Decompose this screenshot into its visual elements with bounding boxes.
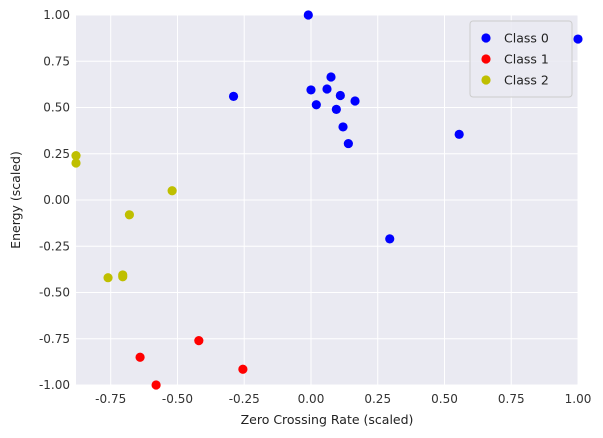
data-point-class-0 xyxy=(454,129,464,139)
legend-label: Class 0 xyxy=(504,31,549,46)
data-point-class-2 xyxy=(103,273,113,283)
legend-marker xyxy=(481,33,491,43)
x-tick-label: -0.75 xyxy=(95,392,126,406)
legend: Class 0 Class 1 Class 2 xyxy=(469,20,573,98)
data-point-class-0 xyxy=(322,84,332,94)
data-point-class-2 xyxy=(71,151,81,161)
x-tick-label: 1.00 xyxy=(565,392,592,406)
x-tick-label: 0.50 xyxy=(431,392,458,406)
data-point-class-0 xyxy=(306,85,316,95)
data-point-class-2 xyxy=(167,186,177,196)
data-point-class-2 xyxy=(124,210,135,220)
data-point-class-0 xyxy=(573,34,583,44)
y-tick-label: 1.00 xyxy=(43,8,70,22)
data-point-class-0 xyxy=(350,96,360,106)
x-tick-label: 0.25 xyxy=(364,392,391,406)
x-axis-label: Zero Crossing Rate (scaled) xyxy=(241,412,414,427)
data-point-class-0 xyxy=(331,104,341,114)
y-tick-label: 0.75 xyxy=(43,54,70,68)
x-tick-label: -0.25 xyxy=(229,392,260,406)
data-point-class-0 xyxy=(338,122,348,132)
legend-box xyxy=(469,20,573,98)
data-point-class-2 xyxy=(71,158,81,168)
y-tick-label: -0.50 xyxy=(39,286,70,300)
data-point-class-0 xyxy=(385,234,395,244)
x-tick-label: -0.50 xyxy=(162,392,193,406)
x-tick-label: 0.00 xyxy=(298,392,325,406)
data-points xyxy=(71,10,583,390)
data-point-class-2 xyxy=(118,272,128,282)
y-tick-label: -0.75 xyxy=(39,332,70,346)
data-point-class-0 xyxy=(228,91,239,101)
y-tick-label: -0.25 xyxy=(39,239,70,253)
data-point-class-1 xyxy=(194,336,204,346)
x-tick-labels: -0.75 -0.50 -0.25 0.00 0.25 0.50 0.75 1.00 xyxy=(95,392,591,406)
y-tick-labels: 1.00 0.75 0.50 0.25 0.00 -0.25 -0.50 -0.75 -1.00 xyxy=(39,8,70,392)
legend-label: Class 2 xyxy=(504,73,549,88)
legend-label: Class 1 xyxy=(504,52,549,67)
data-point-class-1 xyxy=(238,364,248,374)
y-tick-label: 0.25 xyxy=(43,147,70,161)
y-tick-label: 0.50 xyxy=(43,101,70,115)
data-point-class-0 xyxy=(335,90,345,101)
data-point-class-0 xyxy=(343,138,353,149)
y-tick-label: 0.00 xyxy=(43,193,70,207)
data-point-class-1 xyxy=(135,352,145,362)
y-axis-label: Energy (scaled) xyxy=(8,151,23,249)
data-point-class-1 xyxy=(151,380,161,390)
data-point-class-0 xyxy=(303,10,313,20)
x-tick-label: 0.75 xyxy=(498,392,525,406)
legend-marker xyxy=(481,54,491,64)
data-point-class-0 xyxy=(311,100,321,110)
y-tick-label: -1.00 xyxy=(39,378,70,392)
data-point-class-0 xyxy=(326,72,336,82)
legend-marker xyxy=(481,75,491,85)
